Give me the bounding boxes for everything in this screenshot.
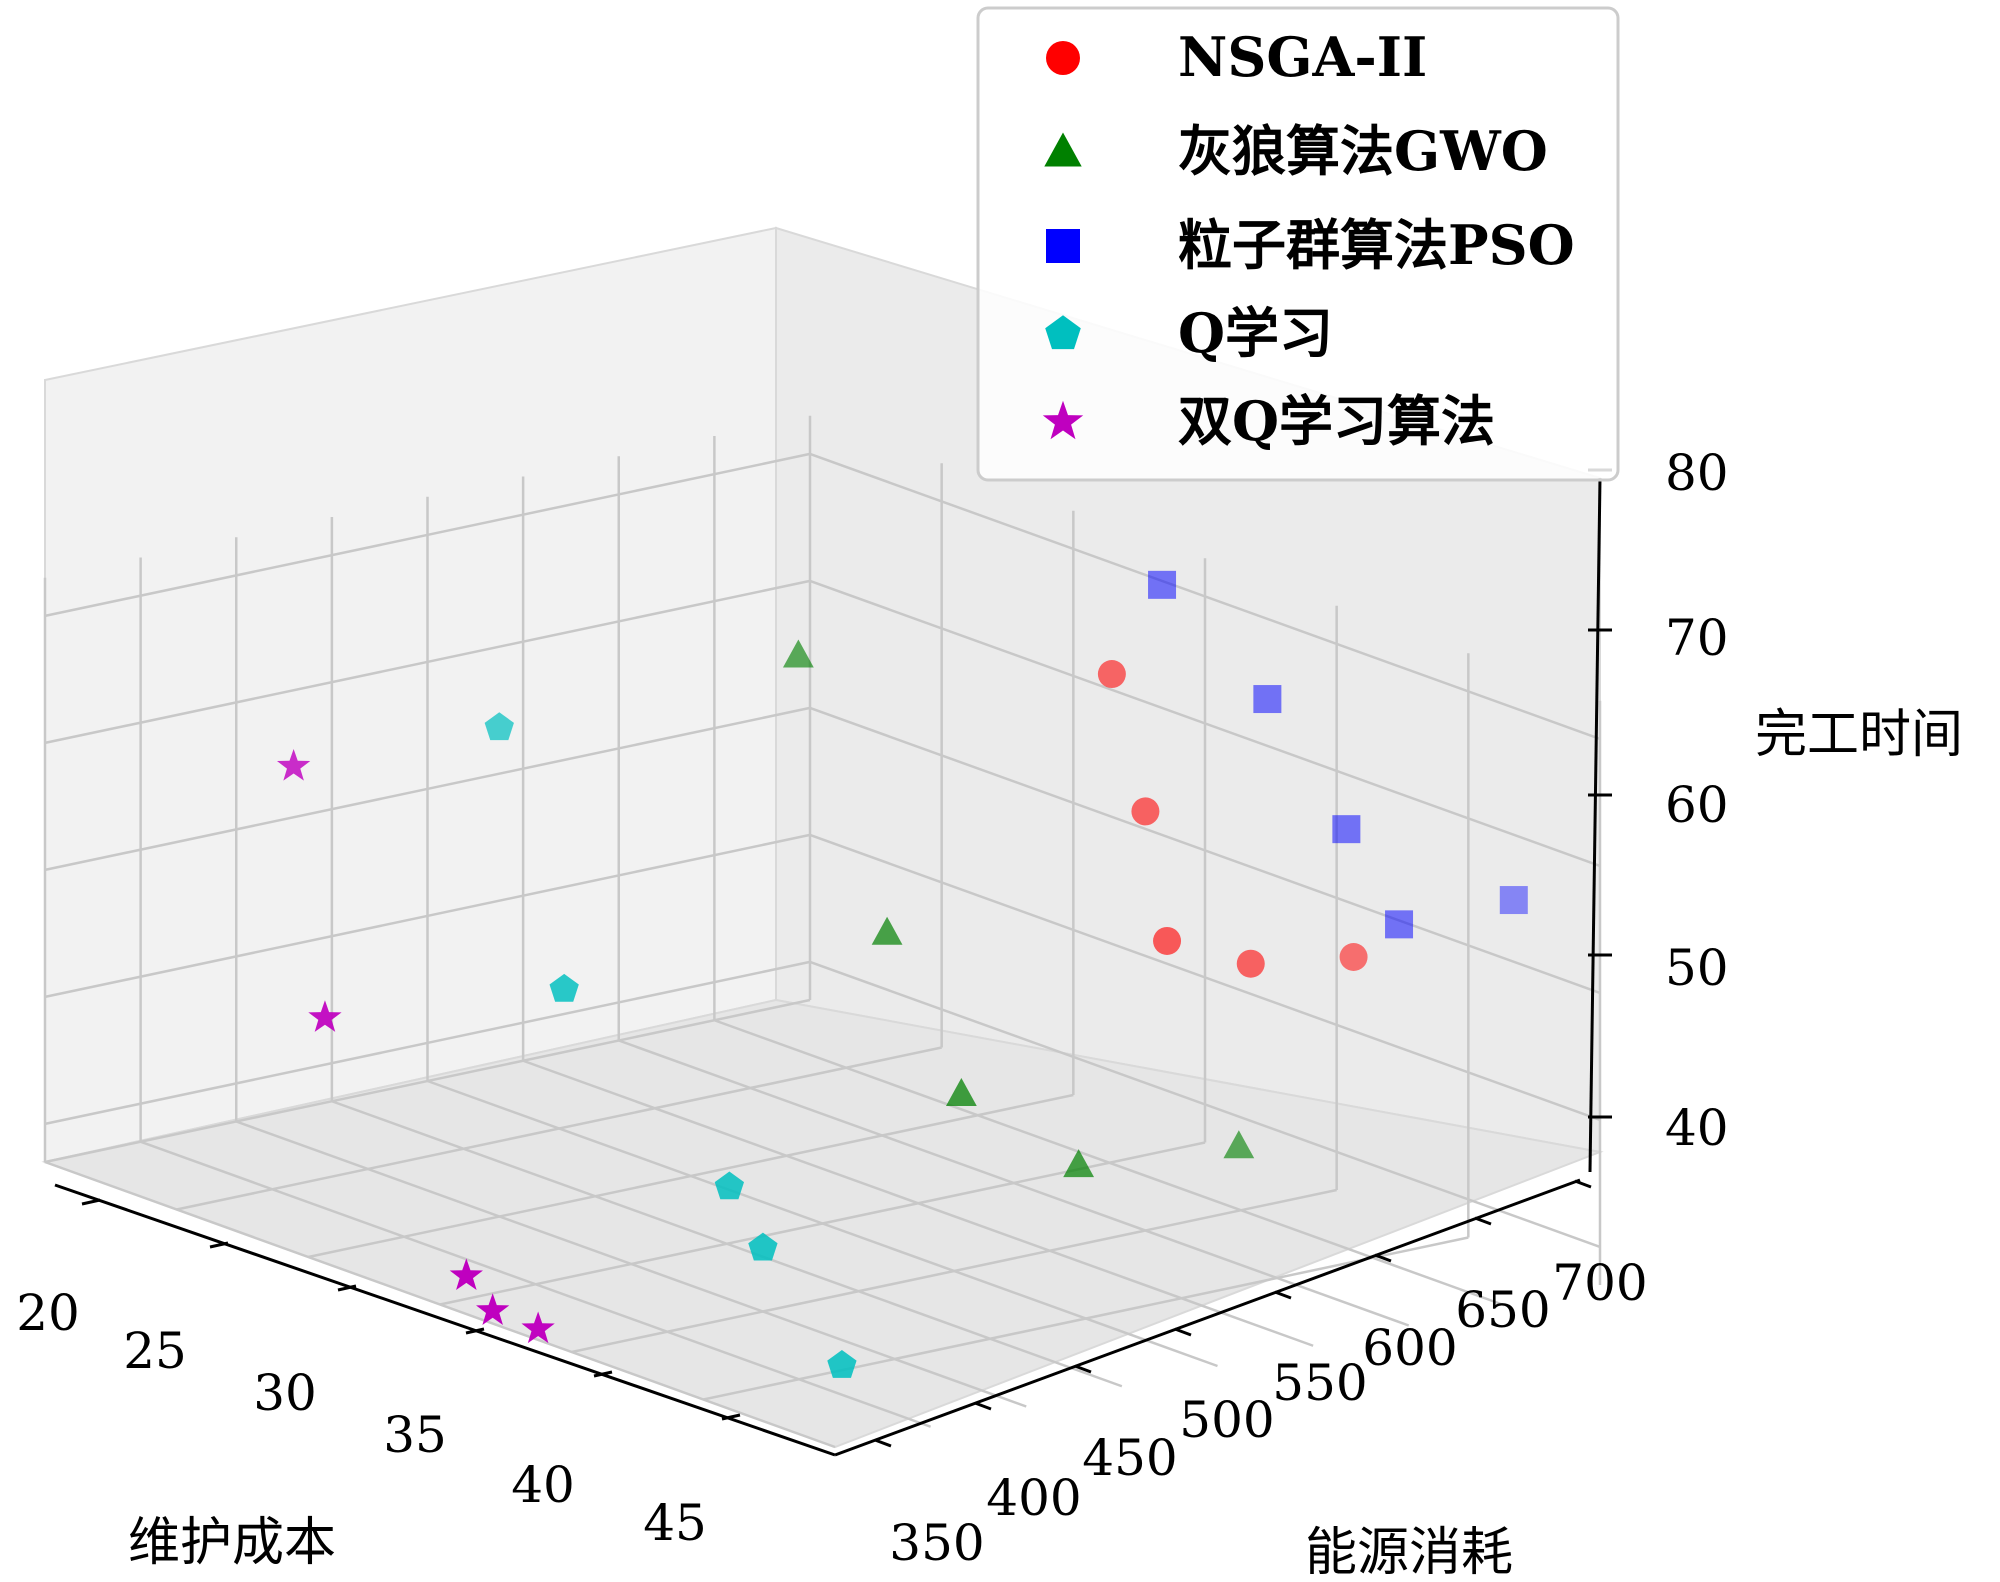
grid-line	[331, 1100, 1123, 1388]
z-tick-label: 40	[1665, 1099, 1729, 1157]
z-tick-label: 70	[1665, 609, 1729, 667]
legend-marker	[1046, 41, 1080, 75]
z-tick-label: 60	[1665, 776, 1729, 834]
x-tick-label: 45	[643, 1494, 707, 1552]
y-tick-label: 400	[986, 1469, 1081, 1527]
grid-line	[809, 706, 1601, 995]
y-tick-label: 650	[1455, 1281, 1550, 1339]
grid-line	[809, 452, 1601, 741]
data-point	[449, 1258, 483, 1291]
grid-line	[809, 960, 1601, 1249]
legend-label: NSGA-II	[1178, 25, 1427, 89]
data-points	[276, 570, 1528, 1378]
x-axis	[54, 1183, 836, 1457]
data-point	[1097, 660, 1126, 689]
data-point	[1339, 943, 1368, 971]
legend-label: 灰狼算法GWO	[1178, 119, 1548, 183]
legend-label: Q学习	[1178, 301, 1333, 365]
grid-line	[44, 833, 811, 999]
x-tick-label: 40	[511, 1456, 575, 1514]
data-point	[476, 1293, 510, 1325]
data-point	[827, 1350, 857, 1378]
grid-line	[44, 960, 811, 1126]
x-tick	[81, 1198, 101, 1206]
grid-line	[427, 1079, 1218, 1368]
data-point	[484, 712, 514, 741]
y-tick	[874, 1438, 892, 1448]
legend-label: 双Q学习算法	[1178, 389, 1495, 453]
data-point	[1223, 1130, 1255, 1159]
legend-box	[976, 6, 1620, 482]
grid-line	[44, 452, 811, 618]
grid-line	[44, 1160, 836, 1449]
data-point	[1253, 685, 1282, 714]
data-point	[1131, 797, 1160, 826]
data-point	[1385, 910, 1414, 939]
y-axis-title: 能源消耗	[1305, 1523, 1513, 1582]
data-point	[276, 748, 311, 781]
grid-line	[44, 706, 811, 872]
x-tick-label: 30	[253, 1364, 317, 1422]
y-tick	[1574, 1179, 1592, 1189]
grid-line	[235, 1120, 1027, 1408]
x-tick	[465, 1327, 485, 1335]
y-tick	[1274, 1290, 1292, 1300]
data-point	[1153, 926, 1182, 955]
data-point	[748, 1232, 778, 1261]
x-axis-title: 维护成本	[128, 1513, 336, 1573]
x-tick	[721, 1413, 741, 1421]
pane-left	[44, 226, 777, 1164]
grid-line	[522, 1059, 1314, 1347]
z-axis-title: 完工时间	[1755, 705, 1963, 765]
y-tick-label: 700	[1552, 1254, 1647, 1312]
x-tick	[209, 1241, 229, 1249]
x-tick	[593, 1370, 613, 1378]
grid-line	[809, 833, 1601, 1122]
x-tick-label: 20	[16, 1284, 80, 1342]
x-tick-label: 25	[123, 1322, 187, 1380]
legend-marker	[1044, 132, 1082, 167]
y-tick	[1074, 1364, 1092, 1374]
data-point	[1148, 570, 1177, 599]
grid-line	[618, 1039, 1410, 1327]
x-tick	[337, 1284, 357, 1292]
y-tick-label: 600	[1362, 1319, 1457, 1377]
data-point	[1063, 1149, 1095, 1178]
y-tick-label: 550	[1272, 1354, 1367, 1412]
data-point	[549, 973, 579, 1002]
y-tick	[1374, 1253, 1392, 1263]
data-point	[521, 1311, 555, 1344]
grid-lines	[43, 415, 1602, 1449]
grid-line	[809, 579, 1601, 868]
data-point	[1236, 949, 1265, 978]
data-point	[1332, 815, 1361, 844]
legend-marker	[1046, 229, 1080, 263]
data-point	[714, 1171, 745, 1200]
z-tick-label: 80	[1665, 444, 1729, 502]
data-point	[1499, 886, 1528, 915]
y-tick	[1174, 1327, 1192, 1337]
z-axis	[1588, 477, 1602, 1173]
data-point	[871, 916, 903, 945]
y-tick	[974, 1401, 992, 1411]
z-tick-label: 50	[1665, 939, 1729, 997]
y-tick-label: 500	[1179, 1391, 1274, 1449]
y-tick-label: 450	[1082, 1429, 1177, 1487]
y-tick	[1474, 1216, 1492, 1226]
legend-marker	[1045, 315, 1081, 350]
x-tick-label: 35	[383, 1406, 447, 1464]
legend-label: 粒子群算法PSO	[1178, 213, 1575, 277]
data-point	[308, 1000, 342, 1032]
y-tick-label: 350	[889, 1514, 984, 1572]
grid-line	[140, 1140, 932, 1428]
data-point	[945, 1077, 977, 1106]
grid-line	[44, 579, 811, 745]
y-axis	[834, 1178, 1581, 1457]
data-point	[782, 639, 814, 668]
legend-marker	[1042, 400, 1084, 440]
